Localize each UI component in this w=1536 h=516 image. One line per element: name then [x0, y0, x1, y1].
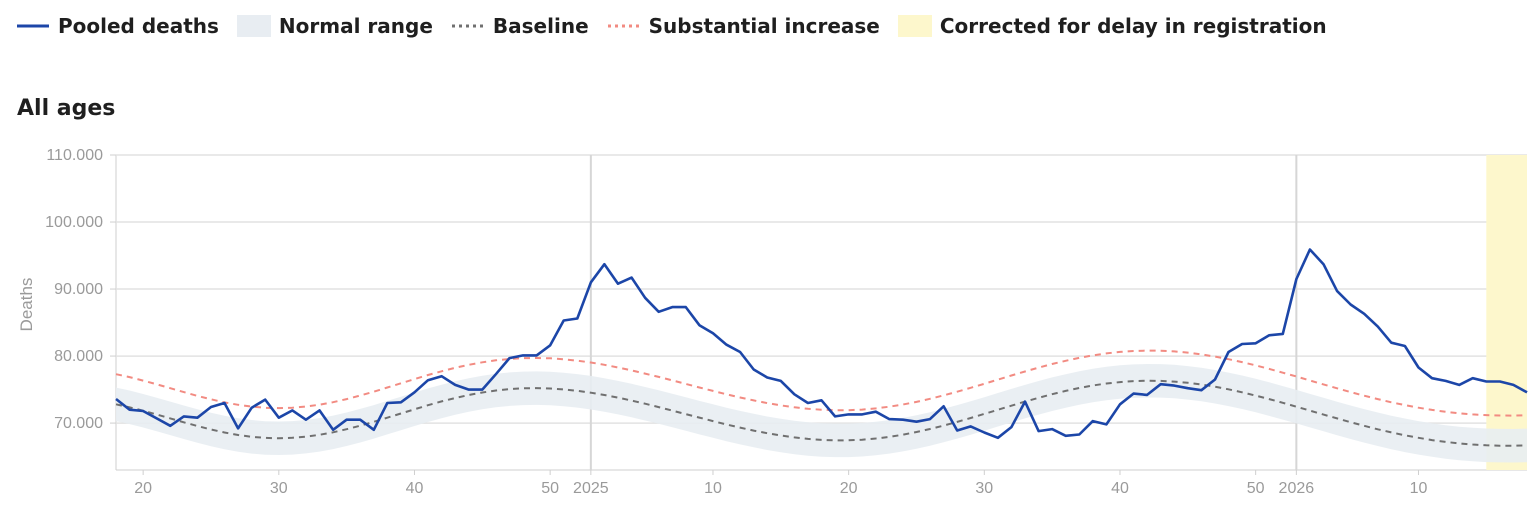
- x-tick-label: 2026: [1279, 480, 1315, 497]
- x-tick-label: 20: [134, 480, 152, 497]
- x-tick-label: 20: [840, 480, 858, 497]
- legend-item-corrected-delay[interactable]: Corrected for delay in registration: [897, 14, 1327, 38]
- legend-item-baseline[interactable]: Baseline: [451, 14, 589, 38]
- dotted-line-swatch-icon: [451, 24, 484, 28]
- legend-item-substantial-increase[interactable]: Substantial increase: [607, 14, 880, 38]
- x-tick-label: 30: [975, 480, 993, 497]
- y-tick-label: 70.000: [54, 415, 103, 432]
- x-tick-label: 50: [1247, 480, 1265, 497]
- x-tick-label: 40: [406, 480, 424, 497]
- x-tick-label: 2025: [573, 480, 609, 497]
- legend-item-normal-range[interactable]: Normal range: [236, 14, 433, 38]
- legend-label-substantial-increase: Substantial increase: [648, 14, 880, 38]
- legend-label-baseline: Baseline: [492, 14, 589, 38]
- legend-label-corrected-delay: Corrected for delay in registration: [939, 14, 1327, 38]
- y-tick-label: 80.000: [54, 348, 103, 365]
- legend-label-normal-range: Normal range: [278, 14, 433, 38]
- panel-title: All ages: [17, 96, 116, 121]
- pooled-deaths-line: [115, 248, 1528, 440]
- y-axis-title: Deaths: [17, 278, 36, 332]
- legend-item-pooled-deaths[interactable]: Pooled deaths: [16, 14, 219, 38]
- legend-label-pooled-deaths: Pooled deaths: [58, 14, 219, 38]
- corrected-swatch-icon: [897, 15, 932, 37]
- x-tick-label: 30: [270, 480, 288, 497]
- normal-range-band: [116, 364, 1527, 463]
- y-tick-label: 100.000: [45, 214, 103, 231]
- baseline-line: [115, 379, 1528, 447]
- x-tick-label: 10: [1410, 480, 1428, 497]
- x-tick-label: 50: [541, 480, 559, 497]
- x-tick-label: 10: [704, 480, 722, 497]
- normal-range-swatch-icon: [236, 15, 271, 37]
- x-tick-label: 40: [1111, 480, 1129, 497]
- corrected-delay-band: [1486, 155, 1527, 470]
- dotted-line-swatch-icon: [607, 24, 640, 28]
- y-tick-label: 90.000: [54, 281, 103, 298]
- chart-legend: Pooled deaths Normal range Baseline Subs…: [16, 10, 1345, 42]
- y-tick-label: 110.000: [46, 147, 103, 164]
- substantial-increase-line: [115, 349, 1528, 417]
- solid-line-swatch-icon: [17, 24, 49, 28]
